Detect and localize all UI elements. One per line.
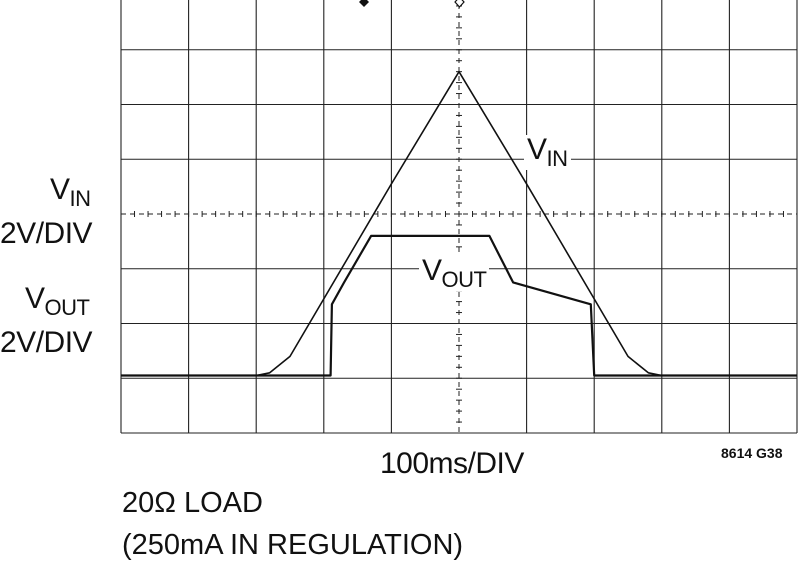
figure-code: 8614 G38 xyxy=(721,445,783,461)
trace-vout xyxy=(121,234,797,377)
trigger-marker-filled xyxy=(359,0,369,7)
load-note: 20Ω LOAD xyxy=(122,487,263,519)
trigger-markers xyxy=(359,0,465,8)
trace-vin xyxy=(121,70,797,377)
channel-vout-scale: 2V/DIV xyxy=(0,326,93,359)
trace-label-vout: VOUT xyxy=(419,256,490,291)
trigger-marker-open xyxy=(454,0,465,8)
trace-label-vin: VIN xyxy=(524,135,571,170)
channel-vin-label: VIN xyxy=(50,173,91,211)
traces xyxy=(121,70,797,377)
regulation-note: (250mA IN REGULATION) xyxy=(122,529,464,561)
channel-vout-label: VOUT xyxy=(25,282,90,320)
channel-vin-scale: 2V/DIV xyxy=(0,217,93,250)
x-axis-scale-label: 100ms/DIV xyxy=(380,447,524,480)
